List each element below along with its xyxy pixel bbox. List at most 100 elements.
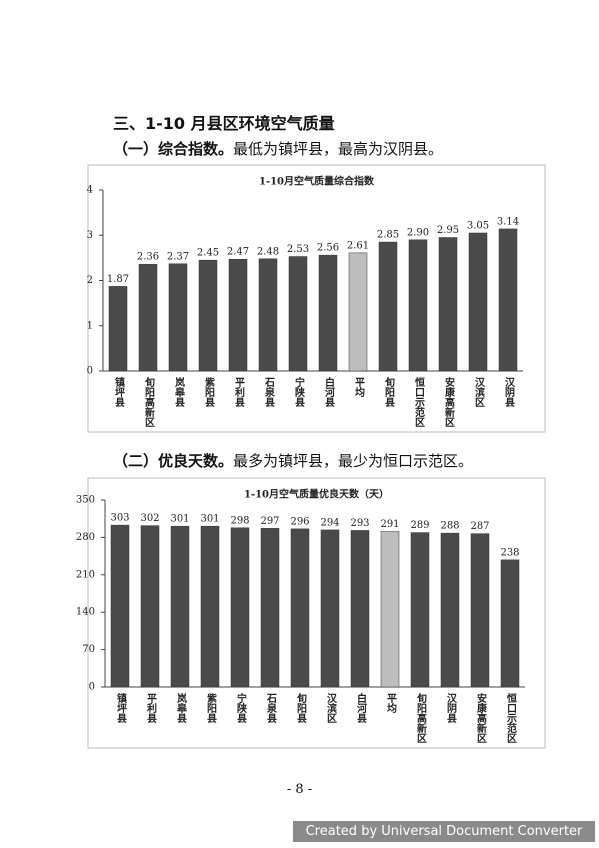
bar bbox=[470, 533, 490, 688]
chart-frame bbox=[87, 164, 546, 433]
bar bbox=[318, 254, 338, 372]
y-tick-label: 2 bbox=[87, 275, 93, 286]
value-label: 2.56 bbox=[317, 243, 339, 254]
bar bbox=[320, 529, 340, 688]
subsection: （一）综合指数。最低为镇坪县，最高为汉阴县。 bbox=[113, 138, 443, 159]
x-tick-label: 旬阳县 bbox=[295, 692, 308, 724]
y-tick-label: 280 bbox=[76, 532, 95, 543]
chart-title: 1-10月空气质量综合指数 bbox=[259, 175, 375, 188]
bar bbox=[108, 286, 128, 372]
bar bbox=[290, 528, 310, 688]
y-tick-label: 70 bbox=[82, 644, 95, 655]
value-label: 287 bbox=[470, 521, 489, 532]
x-tick-label: 汉滨区 bbox=[473, 376, 485, 407]
value-label: 294 bbox=[320, 517, 339, 528]
x-tick-label: 汉阴县 bbox=[445, 692, 457, 724]
bar bbox=[500, 559, 520, 688]
bar bbox=[168, 263, 188, 372]
x-tick-label: 镇坪县 bbox=[115, 692, 127, 724]
bar bbox=[110, 524, 130, 688]
value-label: 2.61 bbox=[347, 240, 369, 251]
value-label: 297 bbox=[260, 516, 279, 527]
bar bbox=[138, 263, 158, 372]
value-label: 2.47 bbox=[227, 247, 249, 258]
bar bbox=[408, 239, 428, 372]
section-title: 三、1-10 月县区环境空气质量 bbox=[113, 114, 335, 133]
bar bbox=[498, 228, 518, 372]
subsection-text: 最多为镇坪县，最少为恒口示范区。 bbox=[233, 452, 474, 470]
x-tick-label: 安康高新区 bbox=[443, 376, 455, 427]
value-label: 2.85 bbox=[377, 230, 399, 241]
value-label: 301 bbox=[170, 514, 189, 525]
bar bbox=[170, 525, 190, 688]
x-tick-label: 镇坪县 bbox=[113, 376, 125, 408]
value-label: 3.05 bbox=[467, 220, 489, 231]
subsection-lead: （二）优良天数。 bbox=[113, 452, 234, 470]
y-tick-label: 1 bbox=[87, 320, 93, 331]
bar bbox=[200, 525, 220, 688]
x-tick-label: 汉阴县 bbox=[503, 376, 515, 408]
chart-frame bbox=[87, 477, 546, 749]
value-label: 2.90 bbox=[407, 227, 429, 238]
x-tick-label: 平利县 bbox=[145, 693, 157, 724]
y-tick-label: 0 bbox=[87, 366, 93, 377]
x-tick-label: 安康高新区 bbox=[475, 692, 487, 743]
bar bbox=[350, 530, 370, 688]
y-tick-label: 4 bbox=[87, 185, 93, 196]
x-tick-label: 岚皋县 bbox=[173, 376, 185, 408]
y-tick-label: 350 bbox=[76, 495, 95, 506]
bar bbox=[468, 232, 488, 372]
bar bbox=[410, 532, 430, 688]
value-label: 2.95 bbox=[437, 225, 459, 236]
x-tick-label: 恒口示范区 bbox=[505, 692, 517, 743]
value-label: 3.14 bbox=[497, 216, 519, 227]
value-label: 301 bbox=[200, 514, 219, 525]
value-label: 298 bbox=[230, 515, 249, 526]
value-label: 2.36 bbox=[137, 252, 159, 263]
chart-title: 1-10月空气质量优良天数（天） bbox=[244, 488, 389, 501]
bar bbox=[198, 259, 218, 372]
x-tick-label: 白河县 bbox=[355, 692, 367, 724]
value-label: 2.53 bbox=[287, 244, 309, 255]
watermark: Created by Universal Document Converter bbox=[293, 821, 595, 842]
y-tick-label: 210 bbox=[76, 569, 95, 580]
x-tick-label: 宁陕县 bbox=[235, 692, 247, 724]
value-label: 1.87 bbox=[107, 274, 129, 285]
x-tick-label: 平均 bbox=[353, 377, 365, 398]
value-label: 238 bbox=[500, 547, 519, 558]
bar bbox=[258, 258, 278, 372]
x-tick-label: 恒口示范区 bbox=[413, 376, 425, 427]
value-label: 296 bbox=[290, 516, 309, 527]
value-label: 2.48 bbox=[257, 246, 279, 257]
value-label: 291 bbox=[380, 519, 399, 530]
x-tick-label: 旬阳高新区 bbox=[143, 376, 156, 427]
x-tick-label: 平利县 bbox=[233, 377, 245, 408]
value-label: 2.37 bbox=[167, 251, 189, 262]
bar bbox=[140, 525, 160, 688]
value-label: 289 bbox=[410, 520, 429, 531]
value-label: 302 bbox=[140, 513, 159, 524]
bar bbox=[440, 532, 460, 688]
subsection-text: 最低为镇坪县，最高为汉阴县。 bbox=[233, 140, 444, 158]
value-label: 2.45 bbox=[197, 248, 219, 259]
x-tick-label: 旬阳高新区 bbox=[415, 692, 428, 743]
subsection-lead: （一）综合指数。 bbox=[113, 140, 234, 158]
bar bbox=[438, 237, 458, 372]
x-tick-label: 白河县 bbox=[323, 376, 335, 408]
bar bbox=[228, 258, 248, 372]
subsection: （二）优良天数。最多为镇坪县，最少为恒口示范区。 bbox=[113, 450, 473, 471]
x-tick-label: 石泉县 bbox=[263, 377, 276, 408]
page-number: - 8 - bbox=[286, 782, 313, 797]
bar bbox=[230, 527, 250, 688]
x-tick-label: 汉滨区 bbox=[325, 692, 337, 723]
bar bbox=[380, 531, 400, 688]
bar bbox=[378, 241, 398, 372]
bar bbox=[348, 252, 368, 372]
x-tick-label: 石泉县 bbox=[265, 693, 278, 724]
x-tick-label: 岚皋县 bbox=[175, 692, 187, 724]
x-tick-label: 宁陕县 bbox=[293, 376, 305, 408]
value-label: 288 bbox=[440, 521, 459, 532]
y-tick-label: 3 bbox=[87, 230, 93, 241]
